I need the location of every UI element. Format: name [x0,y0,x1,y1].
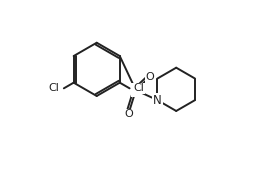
Text: S: S [132,84,140,97]
Text: Cl: Cl [134,83,145,93]
Text: N: N [153,94,162,107]
Text: Cl: Cl [49,83,60,93]
Text: O: O [146,72,154,82]
Text: O: O [124,109,133,119]
